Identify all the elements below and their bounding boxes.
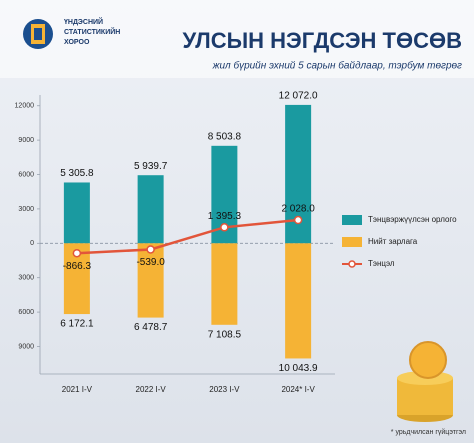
logo — [23, 19, 53, 49]
header-band — [0, 0, 474, 78]
bar — [211, 243, 238, 325]
bar — [285, 243, 312, 359]
y-tick-label: 3000 — [18, 206, 34, 213]
data-label: 5 939.7 — [134, 161, 168, 172]
data-label: -866.3 — [63, 261, 92, 272]
data-label: 7 108.5 — [208, 329, 242, 340]
bar — [63, 182, 90, 244]
y-tick-label: 0 — [30, 240, 34, 247]
legend-label: Нийт зарлага — [368, 237, 418, 246]
data-label: 6 172.1 — [60, 319, 94, 330]
data-label: -539.0 — [136, 257, 165, 268]
coins — [397, 341, 453, 422]
legend-swatch — [342, 237, 362, 247]
x-tick-label: 2021 I-V — [62, 385, 93, 394]
legend-swatch — [348, 260, 356, 268]
line-marker — [72, 248, 82, 258]
data-label: 2 028.0 — [281, 204, 315, 215]
y-tick-label: 6000 — [18, 309, 34, 316]
x-tick-label: 2022 I-V — [136, 385, 167, 394]
y-tick-label: 6000 — [18, 171, 34, 178]
legend-label: Тэнцэл — [368, 259, 395, 268]
data-label: 8 503.8 — [208, 131, 242, 142]
data-label: 1 395.3 — [208, 211, 242, 222]
legend-label: Тэнцвэржүүлсэн орлого — [368, 215, 457, 224]
legend-swatch — [342, 215, 362, 225]
bar — [137, 175, 164, 244]
logo-text: СТАТИСТИКИЙН — [64, 27, 120, 36]
line-marker — [220, 223, 229, 232]
y-tick-label: 12000 — [15, 103, 35, 110]
y-tick-label: 9000 — [18, 137, 34, 144]
data-label: 6 478.7 — [134, 322, 168, 333]
chart-title: УЛСЫН НЭГДСЭН ТӨСӨВ — [182, 28, 462, 53]
y-tick-label: 9000 — [18, 343, 34, 350]
bar — [137, 243, 164, 318]
chart-subtitle: жил бүрийн эхний 5 сарын байдлаар, тэрбу… — [212, 60, 462, 72]
logo-text: ХОРОО — [64, 39, 90, 46]
logo-text: ҮНДЭСНИЙ — [64, 17, 103, 26]
data-label: 10 043.9 — [279, 363, 318, 374]
y-tick-label: 3000 — [18, 275, 34, 282]
line-marker — [293, 215, 303, 225]
data-label: 12 072.0 — [279, 91, 318, 102]
x-tick-label: 2023 I-V — [209, 385, 240, 394]
data-label: 5 305.8 — [60, 168, 94, 179]
line-marker — [146, 245, 155, 254]
x-tick-label: 2024* I-V — [281, 385, 315, 394]
line — [76, 218, 299, 255]
footnote: * урьдчилсан гүйцэтгэл — [391, 428, 466, 436]
